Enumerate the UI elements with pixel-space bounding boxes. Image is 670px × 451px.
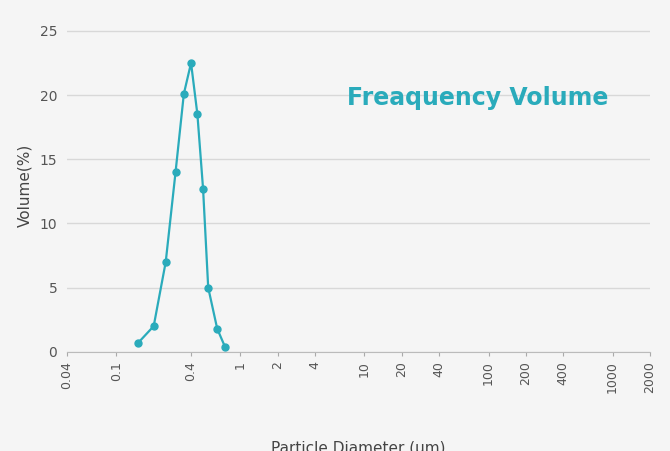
Y-axis label: Volume(%): Volume(%) [17, 143, 33, 226]
X-axis label: Particle Diameter (μm): Particle Diameter (μm) [271, 441, 446, 451]
Text: Freaquency Volume: Freaquency Volume [347, 86, 608, 110]
